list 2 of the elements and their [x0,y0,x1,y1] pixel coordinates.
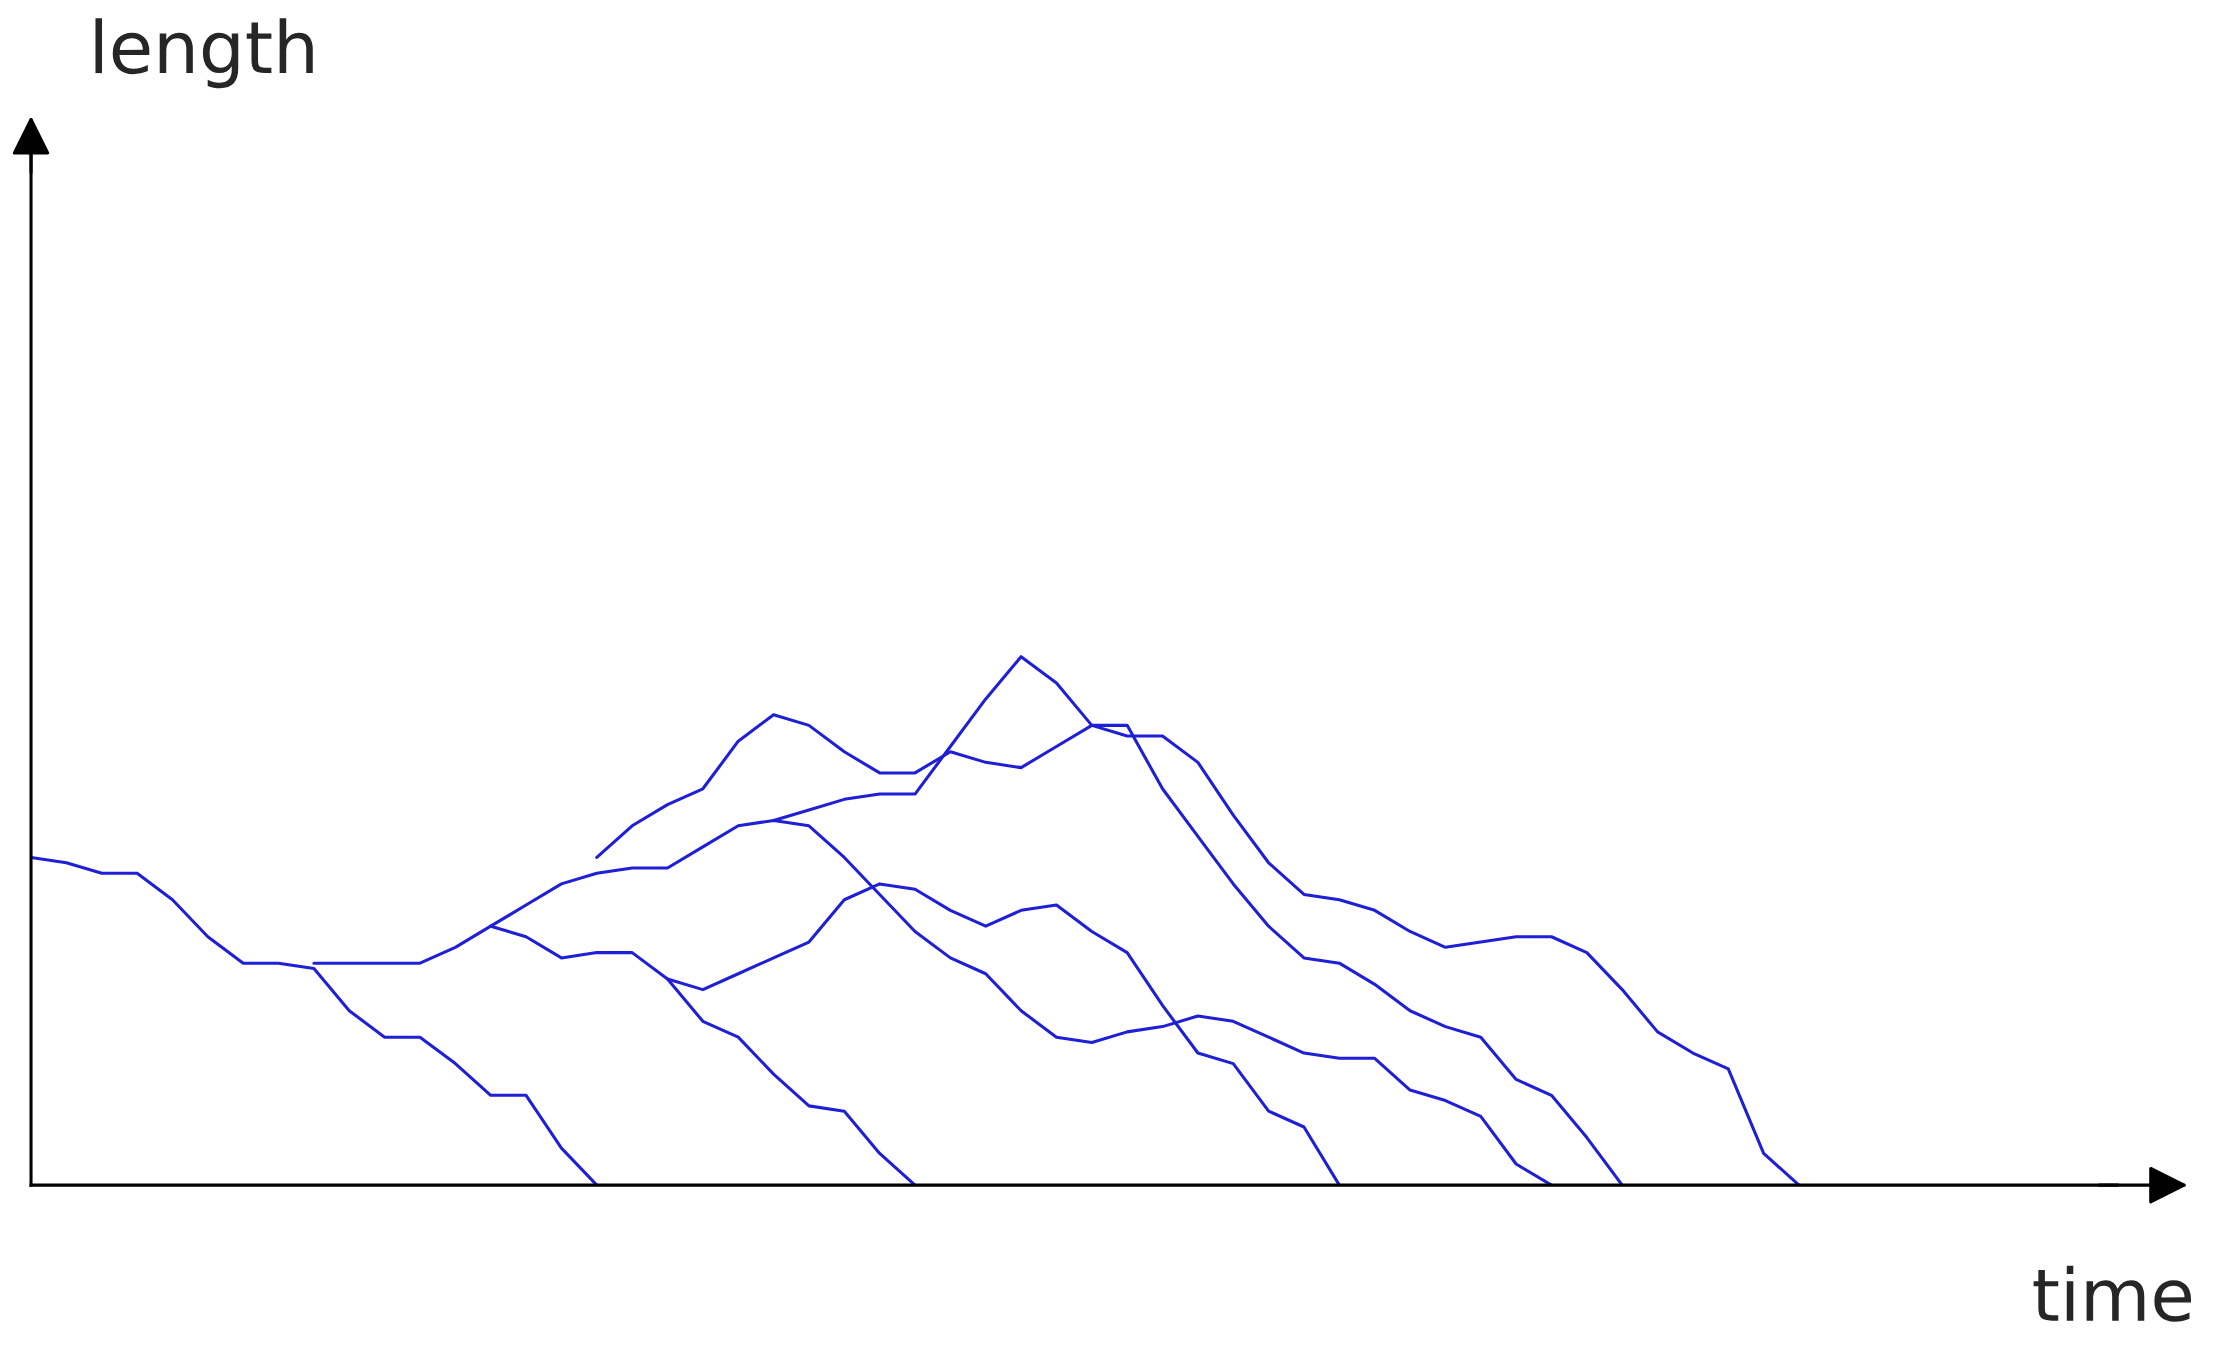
text: length [95,18,313,89]
x-axis-title: time [2033,1265,2191,1322]
